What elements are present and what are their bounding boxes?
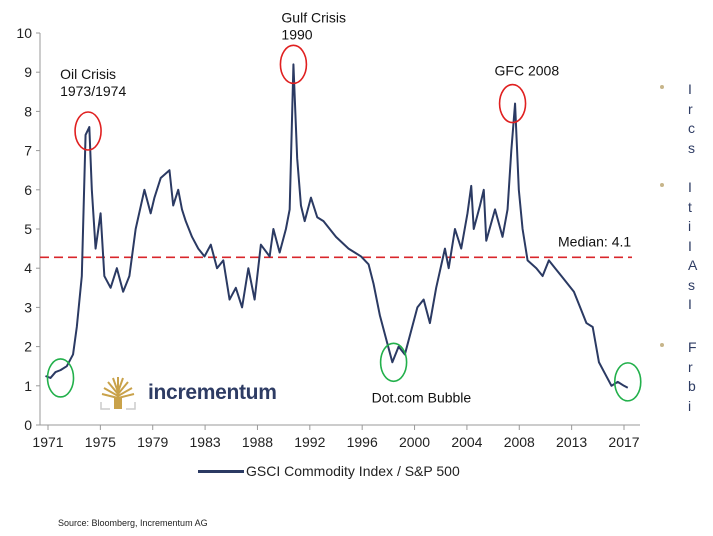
incrementum-logo: incrementum [100, 376, 277, 410]
x-tick-label: 2004 [451, 434, 482, 450]
annotation-label: 1973/1974 [60, 83, 126, 99]
legend-label: GSCI Commodity Index / S&P 500 [246, 463, 460, 479]
annotation-label: Oil Crisis [60, 66, 116, 82]
bullet-text: A [688, 257, 698, 273]
y-tick-label: 4 [24, 260, 32, 276]
bullet-icon [660, 183, 664, 187]
x-tick-label: 1971 [32, 434, 63, 450]
y-tick-label: 7 [24, 143, 32, 159]
x-tick-label: 2017 [608, 434, 639, 450]
red-circle-marker [74, 111, 102, 151]
bullet-text: I [688, 296, 692, 312]
x-tick-label: 2013 [556, 434, 587, 450]
green-circle-marker [379, 342, 408, 383]
logo-text: incrementum [148, 381, 277, 404]
bullet-text: I [688, 179, 692, 195]
bullet-text: F [688, 339, 697, 355]
annotation-label: GFC 2008 [495, 63, 560, 79]
bullet-text: t [688, 198, 692, 215]
bullet-text: s [688, 139, 695, 156]
series-line [45, 63, 629, 389]
x-tick-label: 1979 [137, 434, 168, 450]
bullet-text: I [688, 237, 692, 254]
source-note: Source: Bloomberg, Incrementum AG [58, 518, 208, 528]
x-tick-label: 1988 [242, 434, 273, 450]
bullet-text: s [688, 276, 695, 293]
y-tick-label: 1 [24, 378, 32, 394]
y-tick-label: 8 [24, 103, 32, 119]
legend-swatch [198, 469, 244, 473]
x-tick-label: 1996 [347, 434, 378, 450]
x-tick-label: 1983 [190, 434, 221, 450]
bullet-text: c [688, 120, 695, 136]
annotation-label: 1990 [281, 26, 312, 42]
x-tick-label: 2000 [399, 434, 430, 450]
bullet-text: i [688, 218, 692, 234]
bullet-text: r [688, 100, 693, 117]
x-tick-label: 1975 [85, 434, 116, 450]
y-tick-label: 0 [24, 417, 32, 433]
bullet-text: I [688, 81, 692, 97]
bullet-text: b [688, 378, 696, 394]
bullet-icon [660, 85, 664, 89]
median-label: Median: 4.1 [558, 233, 631, 249]
green-circle-marker [46, 358, 75, 398]
annotation-label: Gulf Crisis [281, 9, 346, 25]
red-circle-marker [498, 83, 527, 124]
annotation-label: Dot.com Bubble [372, 389, 472, 405]
y-tick-label: 6 [24, 182, 32, 198]
y-tick-label: 5 [24, 221, 32, 237]
bullet-text: r [688, 358, 693, 375]
tree-logo-icon [100, 377, 136, 410]
red-circle-marker [279, 44, 308, 85]
y-tick-label: 10 [16, 25, 32, 41]
x-tick-label: 1992 [294, 434, 325, 450]
bullet-icon [660, 343, 664, 347]
y-tick-label: 3 [24, 299, 32, 315]
x-tick-label: 2008 [504, 434, 535, 450]
legend: GSCI Commodity Index / S&P 500 [198, 463, 460, 479]
y-tick-label: 9 [24, 64, 32, 80]
green-circle-marker [613, 362, 642, 402]
bullet-text: i [688, 397, 692, 414]
y-tick-label: 2 [24, 339, 32, 355]
